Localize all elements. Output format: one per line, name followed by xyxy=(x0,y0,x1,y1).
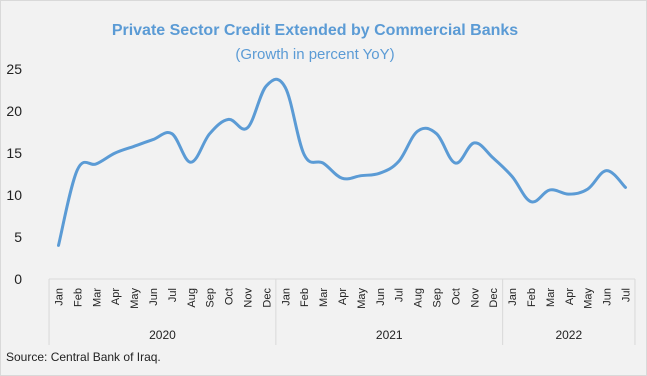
x-tick-label: May xyxy=(583,288,595,309)
x-tick-label: Jun xyxy=(375,288,387,306)
x-tick-label: Oct xyxy=(450,288,462,305)
y-axis: 0 5 10 15 20 25 xyxy=(6,61,22,287)
source-note: Source: Central Bank of Iraq. xyxy=(6,350,161,364)
x-tick-label: Jul xyxy=(621,288,633,302)
x-tick-label: Aug xyxy=(413,288,425,308)
x-tick-label: Dec xyxy=(261,288,273,308)
chart-subtitle: (Growth in percent YoY) xyxy=(235,46,395,63)
y-tick-label: 20 xyxy=(6,103,22,119)
x-tick-label: Oct xyxy=(224,288,236,305)
x-tick-label: Apr xyxy=(110,288,122,305)
x-tick-label: Jan xyxy=(280,288,292,306)
y-tick-label: 10 xyxy=(6,187,22,203)
year-group-label: 2021 xyxy=(376,328,403,342)
y-tick-label: 5 xyxy=(14,229,22,245)
chart-title: Private Sector Credit Extended by Commer… xyxy=(111,22,519,39)
x-tick-label: Sep xyxy=(432,288,444,308)
x-tick-label: Aug xyxy=(186,288,198,308)
x-tick-label: May xyxy=(356,288,368,309)
x-tick-label: Mar xyxy=(545,288,557,307)
x-tick-label: Jun xyxy=(148,288,160,306)
x-tick-label: Nov xyxy=(243,288,255,308)
x-tick-label: Jun xyxy=(602,288,614,306)
year-group-label: 2020 xyxy=(149,328,176,342)
y-tick-label: 25 xyxy=(6,61,22,77)
x-tick-label: Apr xyxy=(337,288,349,305)
x-tick-label: Mar xyxy=(91,288,103,307)
plot-area xyxy=(57,77,627,247)
year-group-label: 2022 xyxy=(555,328,582,342)
x-tick-label: Mar xyxy=(318,288,330,307)
x-tick-label: Jan xyxy=(507,288,519,306)
x-tick-label: Nov xyxy=(469,288,481,308)
x-tick-label: Dec xyxy=(488,288,500,308)
x-tick-label: May xyxy=(129,288,141,309)
x-tick-label: Jul xyxy=(167,288,179,302)
series-line xyxy=(57,77,627,247)
x-tick-label: Feb xyxy=(299,288,311,307)
x-tick-label: Sep xyxy=(205,288,217,308)
x-tick-label: Jan xyxy=(54,288,66,306)
x-axis: Jan Feb Mar Apr May Jun Jul Aug Sep Oct Nov Dec Jan F… xyxy=(48,278,636,345)
x-tick-label: Feb xyxy=(72,288,84,307)
x-tick-label: Apr xyxy=(564,288,576,305)
y-tick-label: 0 xyxy=(14,271,22,287)
x-tick-label: Feb xyxy=(526,288,538,307)
x-tick-label: Jul xyxy=(394,288,406,302)
y-tick-label: 15 xyxy=(6,145,22,161)
